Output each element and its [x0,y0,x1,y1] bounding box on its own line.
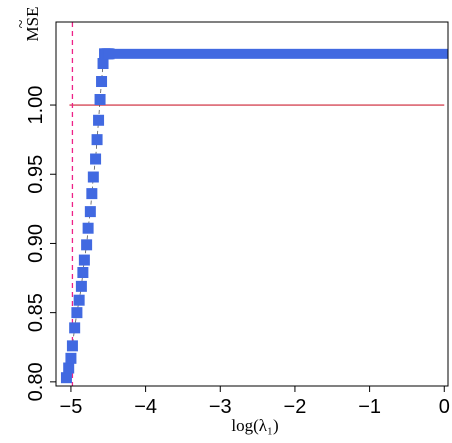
axis-labels: log(λ₁) MSE ~ [13,7,279,435]
x-tick-label: −5 [60,396,83,418]
data-point [77,267,89,279]
data-point [69,322,81,334]
data-point [93,114,105,126]
y-tick-label: 0.90 [25,224,47,263]
x-tick-label: −4 [134,396,157,418]
data-point [97,58,109,70]
data-point [73,294,85,306]
x-axis-label: log(λ₁) [231,416,278,435]
axes: −5 −4 −3 −2 −1 0 0.80 0.85 0.90 0.95 1.00 [25,21,450,418]
plot-frame [55,21,449,387]
x-tick-label: −2 [284,396,307,418]
data-point [87,171,99,183]
data-point [86,188,98,200]
data-point [84,206,96,218]
data-point [94,94,106,106]
data-point [63,362,75,374]
plateau-markers [104,48,448,59]
data-point [96,76,108,88]
x-tick-label: 0 [439,396,450,418]
data-point [66,340,78,352]
x-tick-label: −3 [209,396,232,418]
data-point [91,134,103,146]
x-tick-label: −1 [358,396,381,418]
y-tick-label: 0.95 [25,155,47,194]
data-point [71,307,83,319]
data-point [65,352,77,364]
y-tick-label: 0.85 [25,293,47,332]
y-tick-label: 1.00 [25,86,47,125]
y-axis-label: MSE [23,7,42,42]
data-point [82,222,94,234]
plot-area [60,22,448,386]
data-point [90,153,102,165]
data-point [75,280,87,292]
data-point [78,254,90,266]
y-tick-label: 0.80 [25,362,47,401]
data-point [81,239,93,251]
data-point [103,48,115,60]
y-axis-label-tilde: ~ [13,19,30,28]
data-point [60,372,72,384]
